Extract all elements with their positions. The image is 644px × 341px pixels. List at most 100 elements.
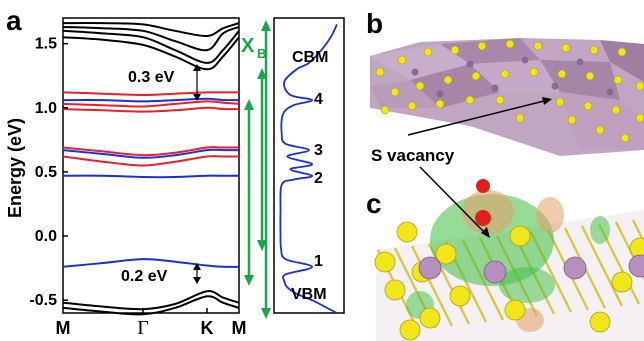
sulfur-atom-b-2 [397, 55, 407, 65]
sulfur-atom-c-12 [399, 319, 421, 341]
sulfur-atom-c-13 [504, 299, 526, 321]
bond-c-13 [580, 225, 624, 307]
sulfur-atom-b-31 [620, 133, 630, 143]
y-tick-label-1: 1.5 [35, 36, 57, 53]
band-line-14 [62, 290, 240, 311]
metal-atom-c-1 [418, 256, 442, 280]
dos-plot-frame [273, 17, 345, 314]
bond-c-3 [410, 245, 454, 327]
y-tick-label-2: 1.0 [35, 100, 57, 117]
k-label-3: K [201, 318, 214, 338]
panel-label-b: b [366, 8, 383, 39]
metal-atom-b-8 [606, 88, 614, 96]
band-line-2 [62, 29, 240, 64]
sulfur-atom-b-12 [415, 81, 425, 91]
metal-atom-c-2 [483, 260, 507, 284]
sulfur-atom-b-6 [505, 39, 515, 49]
band-lines [62, 22, 240, 316]
metal-atom-b-3 [521, 56, 529, 64]
gap-label-lower: 0.2 eV [121, 268, 168, 285]
vacancy-pointer-c [419, 166, 487, 235]
y-tick-label-4: 0.0 [35, 228, 57, 245]
metal-atom-b-6 [491, 84, 499, 92]
xb-label: X [241, 35, 255, 57]
sulfur-atoms [375, 39, 644, 143]
y-tick-label-3: 0.5 [35, 164, 57, 181]
dos-label-1: 1 [314, 253, 323, 270]
dos-label-3: 3 [314, 142, 323, 159]
y-axis-ticks: 1.5 1.0 0.5 0.0 -0.5 [29, 36, 68, 309]
sulfur-atom-c-9 [589, 311, 611, 333]
sulfur-atom-c-7 [419, 307, 441, 329]
transition-arrow-xb [261, 20, 271, 319]
sulfur-atom-b-3 [423, 47, 433, 57]
dos-label-4: 4 [314, 91, 323, 108]
sulfur-atom-b-4 [450, 45, 460, 55]
k-label-1: M [56, 318, 71, 338]
sulfur-atom-c-6 [449, 285, 471, 307]
dos-label-vbm: VBM [291, 286, 327, 303]
sulfur-atom-b-27 [583, 101, 593, 111]
band-line-6 [62, 100, 240, 108]
sulfur-atom-b-10 [617, 47, 627, 57]
dos-label-cbm: CBM [292, 49, 328, 66]
sulfur-atom-c-2 [374, 251, 396, 273]
y-axis-title: Energy (eV) [5, 118, 25, 218]
band-line-11 [62, 148, 239, 159]
sulfur-atom-b-33 [515, 113, 525, 123]
sulfur-atom-b-22 [407, 101, 417, 111]
sulfur-atom-b-25 [495, 95, 505, 105]
band-line-7 [62, 106, 240, 113]
metal-atom-c-4 [628, 254, 644, 278]
sulfur-atom-b-20 [635, 81, 644, 91]
vacancy-pointer-b [407, 99, 549, 136]
sulfur-atom-b-21 [380, 105, 390, 115]
k-label-4: M [232, 318, 247, 338]
sulfur-atom-b-24 [465, 95, 475, 105]
metal-atom-b-1 [411, 68, 419, 76]
sulfur-atom-b-9 [589, 45, 599, 55]
s-vacancy-label: S vacancy [371, 146, 455, 165]
y-tick-label-5: -0.5 [29, 292, 57, 309]
dos-plot: CBM 4 3 2 1 VBM [273, 17, 345, 314]
sulfur-atom-b-14 [471, 71, 481, 81]
sulfur-atom-b-15 [500, 69, 510, 79]
band-line-10 [62, 155, 239, 167]
metal-atom-b-4 [576, 58, 584, 66]
band-line-9 [62, 146, 239, 157]
band-line-5 [62, 91, 239, 97]
charge-density-image [374, 166, 644, 341]
metal-atom-b-5 [436, 90, 444, 98]
sulfur-atom-b-8 [561, 43, 571, 53]
sulfur-atom-b-29 [635, 113, 644, 123]
panel-label-c: c [366, 188, 382, 219]
transition-arrow-2 [257, 68, 267, 251]
metal-atom-b-7 [551, 82, 559, 90]
sulfur-atom-b-26 [555, 97, 565, 107]
sulfur-atom-b-23 [435, 99, 445, 109]
metal-atom-b-2 [466, 60, 474, 68]
k-label-2: Γ [137, 317, 149, 339]
dos-curve [279, 24, 338, 314]
sulfur-atom-b-7 [533, 41, 543, 51]
crystal-structure-image: S vacancy [370, 38, 644, 165]
band-line-13 [62, 258, 240, 268]
xb-subscript: B [257, 46, 266, 61]
bond-c-16 [631, 219, 644, 245]
sulfur-atom-b-11 [390, 87, 400, 97]
optical-transition-arrows: X B [241, 20, 271, 319]
sulfur-atom-b-28 [611, 105, 621, 115]
sulfur-atom-b-19 [613, 75, 623, 85]
gap-annotation-lower: 0.2 eV [121, 263, 201, 285]
transition-arrow-1 [244, 99, 254, 286]
metal-atom-c-3 [563, 256, 587, 280]
sulfur-atom-b-1 [375, 67, 385, 77]
band-line-8 [62, 97, 240, 103]
sulfur-atom-c-1 [396, 221, 418, 243]
sulfur-atom-c-8 [509, 225, 531, 247]
band-line-3 [62, 36, 240, 71]
sulfur-atom-b-17 [557, 69, 567, 79]
